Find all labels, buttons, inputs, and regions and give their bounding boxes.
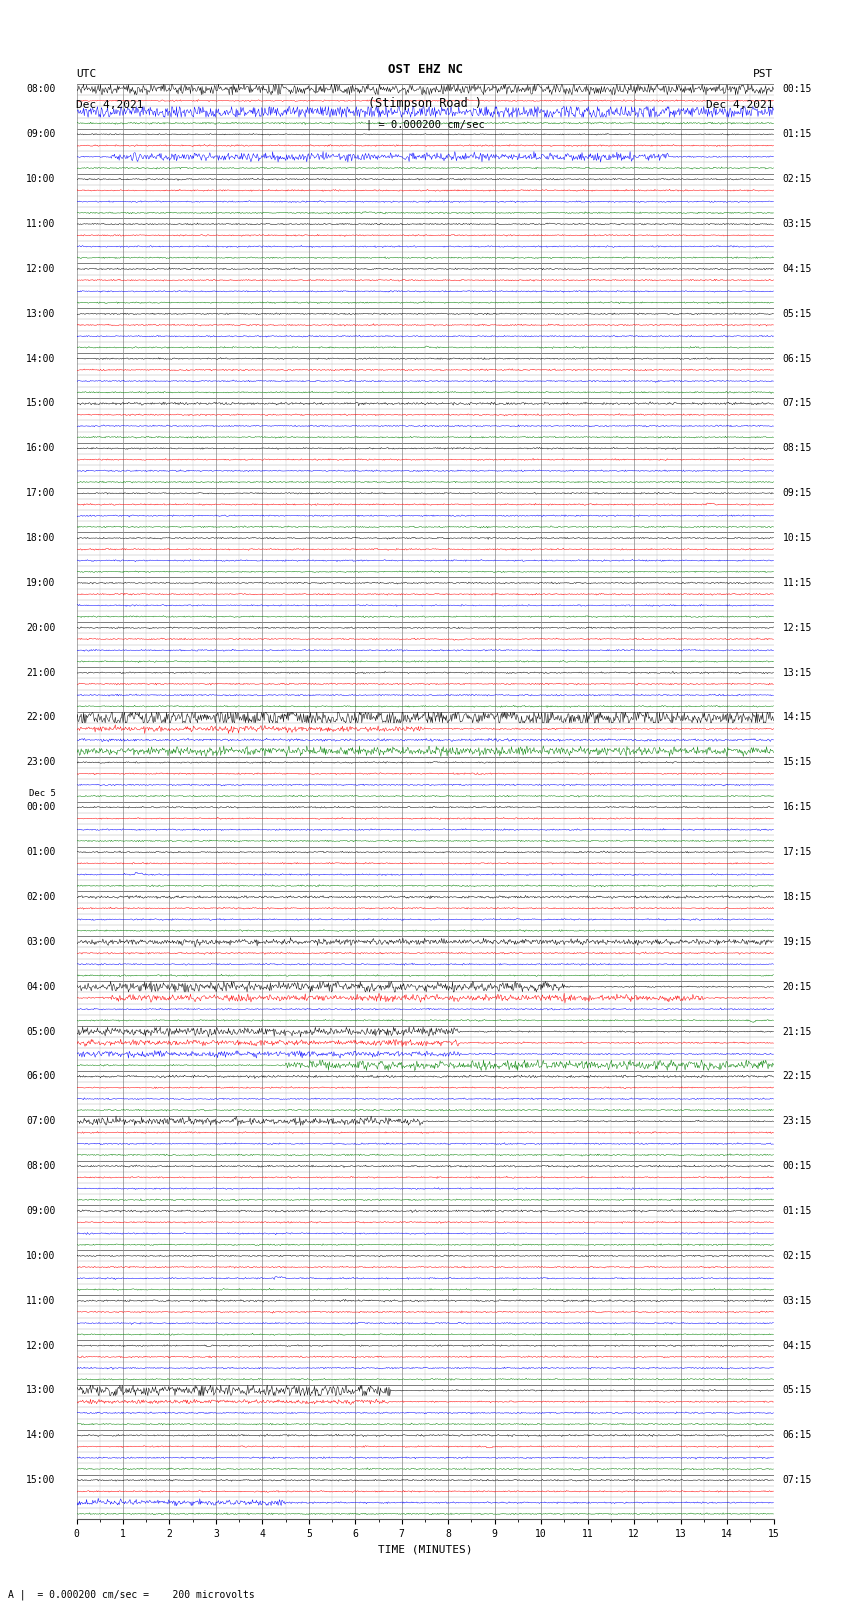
Text: UTC: UTC [76,69,97,79]
Text: 02:00: 02:00 [26,892,55,902]
Text: 14:00: 14:00 [26,353,55,363]
Text: 10:00: 10:00 [26,1250,55,1261]
Text: 12:15: 12:15 [783,623,812,632]
Text: Dec 4,2021: Dec 4,2021 [76,100,144,110]
Text: 13:00: 13:00 [26,308,55,319]
Text: 09:15: 09:15 [783,489,812,498]
Text: 16:15: 16:15 [783,802,812,813]
Text: 04:15: 04:15 [783,265,812,274]
Text: 16:00: 16:00 [26,444,55,453]
Text: 05:15: 05:15 [783,1386,812,1395]
Text: 17:15: 17:15 [783,847,812,857]
Text: 02:15: 02:15 [783,1250,812,1261]
Text: 11:15: 11:15 [783,577,812,587]
Text: (Stimpson Road ): (Stimpson Road ) [368,97,482,110]
Text: 04:00: 04:00 [26,982,55,992]
Text: 08:00: 08:00 [26,1161,55,1171]
Text: 12:00: 12:00 [26,265,55,274]
Text: 07:00: 07:00 [26,1116,55,1126]
Text: 06:15: 06:15 [783,1431,812,1440]
Text: 18:15: 18:15 [783,892,812,902]
Text: 01:00: 01:00 [26,847,55,857]
Text: 05:00: 05:00 [26,1026,55,1037]
Text: 09:00: 09:00 [26,129,55,139]
Text: 13:00: 13:00 [26,1386,55,1395]
Text: 20:15: 20:15 [783,982,812,992]
Text: OST EHZ NC: OST EHZ NC [388,63,462,76]
Text: 00:00: 00:00 [26,802,55,813]
Text: 03:15: 03:15 [783,219,812,229]
Text: 21:15: 21:15 [783,1026,812,1037]
Text: Dec 5: Dec 5 [29,789,55,798]
Text: 19:15: 19:15 [783,937,812,947]
Text: 07:15: 07:15 [783,398,812,408]
Text: 11:00: 11:00 [26,219,55,229]
Text: 02:15: 02:15 [783,174,812,184]
Text: 15:00: 15:00 [26,398,55,408]
Text: A |  = 0.000200 cm/sec =    200 microvolts: A | = 0.000200 cm/sec = 200 microvolts [8,1589,255,1600]
Text: 10:15: 10:15 [783,532,812,544]
Text: Dec 4,2021: Dec 4,2021 [706,100,774,110]
Text: PST: PST [753,69,774,79]
Text: 09:00: 09:00 [26,1207,55,1216]
Text: 19:00: 19:00 [26,577,55,587]
Text: 03:00: 03:00 [26,937,55,947]
Text: 11:00: 11:00 [26,1295,55,1305]
Text: 03:15: 03:15 [783,1295,812,1305]
Text: 05:15: 05:15 [783,308,812,319]
Text: 00:15: 00:15 [783,84,812,95]
Text: 23:15: 23:15 [783,1116,812,1126]
Text: 01:15: 01:15 [783,1207,812,1216]
Text: | = 0.000200 cm/sec: | = 0.000200 cm/sec [366,119,484,131]
Text: 23:00: 23:00 [26,758,55,768]
Text: 04:15: 04:15 [783,1340,812,1350]
Text: 15:15: 15:15 [783,758,812,768]
Text: 12:00: 12:00 [26,1340,55,1350]
Text: 01:15: 01:15 [783,129,812,139]
Text: 21:00: 21:00 [26,668,55,677]
Text: 18:00: 18:00 [26,532,55,544]
X-axis label: TIME (MINUTES): TIME (MINUTES) [377,1545,473,1555]
Text: 20:00: 20:00 [26,623,55,632]
Text: 14:15: 14:15 [783,713,812,723]
Text: 07:15: 07:15 [783,1476,812,1486]
Text: 06:15: 06:15 [783,353,812,363]
Text: 22:00: 22:00 [26,713,55,723]
Text: 13:15: 13:15 [783,668,812,677]
Text: 08:15: 08:15 [783,444,812,453]
Text: 10:00: 10:00 [26,174,55,184]
Text: 06:00: 06:00 [26,1071,55,1081]
Text: 22:15: 22:15 [783,1071,812,1081]
Text: 00:15: 00:15 [783,1161,812,1171]
Text: 15:00: 15:00 [26,1476,55,1486]
Text: 08:00: 08:00 [26,84,55,95]
Text: 14:00: 14:00 [26,1431,55,1440]
Text: 17:00: 17:00 [26,489,55,498]
